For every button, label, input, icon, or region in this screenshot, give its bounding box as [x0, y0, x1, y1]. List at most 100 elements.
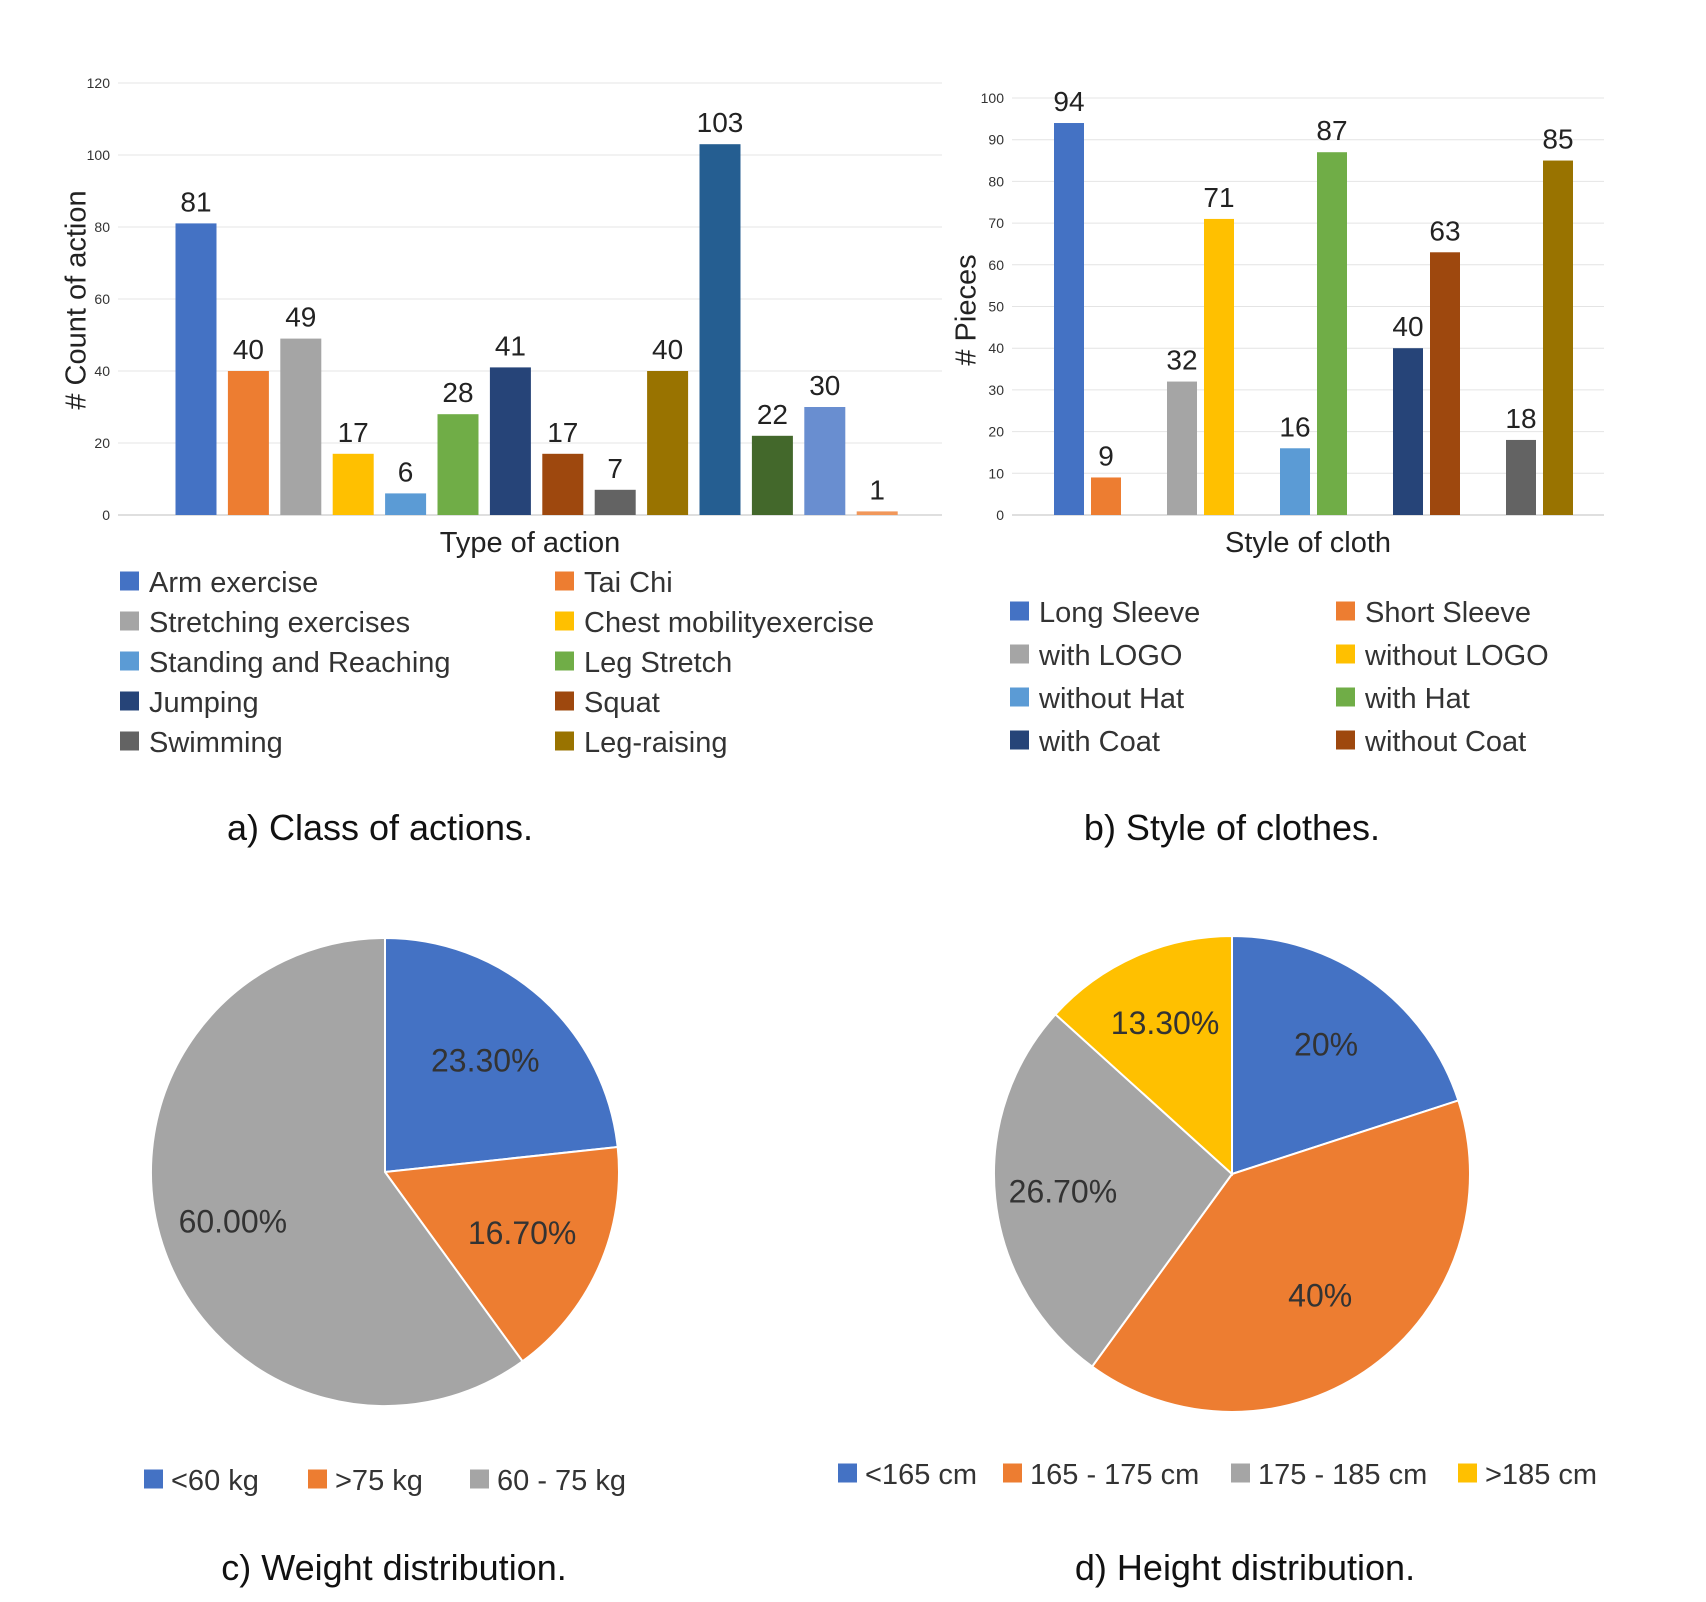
legend-label: Squat	[584, 687, 660, 719]
y-axis-label: # Count of action	[61, 190, 93, 409]
legend-swatch	[1010, 644, 1029, 664]
pie-slice-60-kg	[384, 936, 619, 1174]
x-axis-label: Style of cloth	[1225, 527, 1391, 559]
legend-label: Chest mobilityexercise	[584, 607, 874, 639]
bar-jumping	[489, 367, 531, 515]
legend-label: <165 cm	[865, 1459, 977, 1491]
legend-label: with LOGO	[1038, 640, 1182, 672]
bar-value-label: 18	[1505, 403, 1536, 434]
bar-value-label: 49	[285, 302, 316, 333]
bar-with-hat	[1317, 152, 1347, 515]
bar-value-label: 17	[338, 417, 369, 448]
legend-label: Arm exercise	[149, 567, 318, 599]
legend-label: without LOGO	[1364, 640, 1549, 672]
legend-label: Standing and Reaching	[149, 647, 451, 679]
y-tick-label: 100	[87, 147, 111, 163]
legend-swatch	[555, 571, 574, 591]
legend-swatch	[1231, 1463, 1250, 1483]
y-tick-label: 60	[988, 257, 1004, 273]
bar-value-label: 16	[1279, 411, 1310, 442]
bar-short-sleeve	[1091, 477, 1121, 515]
legend-swatch	[308, 1469, 327, 1489]
bar-value-label: 71	[1203, 182, 1234, 213]
y-tick-label: 70	[988, 215, 1004, 231]
bar-series-14	[856, 511, 898, 515]
legend-swatch	[470, 1469, 489, 1489]
y-tick-label: 80	[94, 219, 110, 235]
legend-swatch	[555, 651, 574, 671]
bar-standing-and-reaching	[385, 493, 427, 515]
pie-slice-label: 20%	[1294, 1027, 1358, 1063]
bar-value-label: 103	[697, 107, 744, 138]
legend-swatch	[1010, 601, 1029, 621]
legend-swatch	[120, 651, 139, 671]
bar-stretching-exercises	[280, 338, 322, 515]
bar-series-12	[751, 435, 793, 515]
bar-series-10	[1543, 160, 1573, 516]
bar-chart-2: 0 10 20 30 40 50 60 70 80 90 100 94 9 32 71 16 87 40 63 18 8…	[951, 86, 1604, 848]
legend-swatch	[555, 611, 574, 631]
bar-value-label: 9	[1098, 440, 1114, 471]
bar-series-13	[804, 407, 846, 515]
pie-slice-165-cm	[1231, 934, 1460, 1176]
legend-swatch	[1336, 730, 1355, 750]
legend-label: Leg-raising	[584, 727, 727, 759]
bar-value-label: 17	[547, 417, 578, 448]
bar-leg-stretch	[437, 414, 479, 515]
legend-swatch	[120, 611, 139, 631]
pie-slice-label: 16.70%	[468, 1215, 577, 1251]
bar-value-label: 22	[757, 399, 788, 430]
bar-long-sleeve	[1054, 123, 1084, 516]
chart-caption: b) Style of clothes.	[1084, 807, 1380, 848]
bar-chart-1: 0 20 40 60 80 100 120 81 40 49 17 6 28 41 17 7 40 103 22 30…	[61, 75, 942, 848]
chart-caption: c) Weight distribution.	[221, 1547, 566, 1588]
bar-squat	[542, 453, 584, 515]
y-tick-label: 20	[94, 435, 110, 451]
pie-chart-4: 20% 40% 26.70% 13.30% <165 cm 165 - 175 cm 175…	[838, 934, 1597, 1588]
legend-label: 165 - 175 cm	[1030, 1459, 1199, 1491]
bar-without-logo	[1204, 218, 1234, 515]
legend-label: without Coat	[1364, 726, 1526, 758]
y-tick-label: 120	[87, 75, 111, 91]
legend-label: Long Sleeve	[1039, 597, 1200, 629]
legend-label: >185 cm	[1485, 1459, 1597, 1491]
y-tick-label: 10	[988, 465, 1004, 481]
bar-swimming	[594, 489, 636, 515]
chart-caption: a) Class of actions.	[227, 807, 533, 848]
pie-slice-label: 40%	[1288, 1277, 1352, 1313]
bar-arm-exercise	[175, 223, 217, 515]
y-tick-label: 60	[94, 291, 110, 307]
bar-value-label: 32	[1166, 345, 1197, 376]
legend-label: Jumping	[149, 687, 259, 719]
legend-swatch	[1010, 730, 1029, 750]
legend-swatch	[1336, 644, 1355, 664]
bar-with-logo	[1167, 381, 1197, 515]
pie-slice-label: 13.30%	[1111, 1005, 1220, 1041]
bar-value-label: 28	[442, 377, 473, 408]
bar-value-label: 1	[869, 474, 885, 505]
bar-value-label: 85	[1542, 124, 1573, 155]
legend-swatch	[555, 731, 574, 751]
legend-label: 60 - 75 kg	[497, 1465, 626, 1497]
y-tick-label: 30	[988, 382, 1004, 398]
bar-value-label: 63	[1429, 215, 1460, 246]
bar-value-label: 94	[1053, 86, 1084, 117]
bar-value-label: 41	[495, 330, 526, 361]
legend-swatch	[555, 691, 574, 711]
legend-label: with Hat	[1364, 683, 1470, 715]
y-tick-label: 20	[988, 424, 1004, 440]
legend-label: Stretching exercises	[149, 607, 410, 639]
legend-label: >75 kg	[335, 1465, 423, 1497]
legend-swatch	[1336, 687, 1355, 707]
pie-slice-label: 60.00%	[179, 1203, 288, 1239]
legend-swatch	[120, 571, 139, 591]
legend-label: Short Sleeve	[1365, 597, 1531, 629]
bar-value-label: 6	[398, 456, 414, 487]
y-tick-label: 40	[988, 340, 1004, 356]
y-axis-label: # Pieces	[951, 254, 983, 365]
bar-with-coat	[1393, 348, 1423, 515]
bar-value-label: 7	[607, 453, 623, 484]
pie-slice-185-cm	[1054, 934, 1233, 1177]
